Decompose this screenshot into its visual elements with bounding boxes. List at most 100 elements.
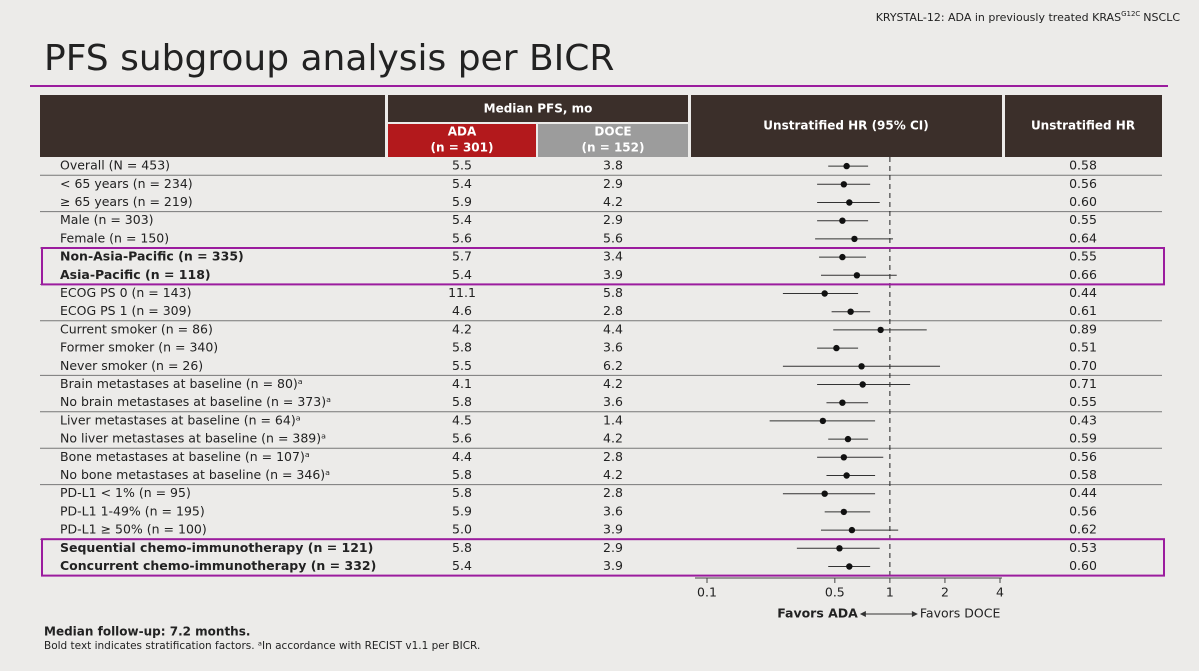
hr-point (858, 363, 865, 370)
hr-label: 0.58 (1069, 158, 1097, 173)
doce-median: 2.9 (603, 540, 623, 555)
row-label: No brain metastases at baseline (n = 373… (60, 394, 331, 409)
header-doce-cell (538, 124, 688, 157)
ada-median: 5.8 (452, 394, 472, 409)
hr-point (847, 308, 854, 315)
row-label: Current smoker (n = 86) (60, 321, 213, 336)
hr-point (846, 199, 853, 206)
ada-median: 5.9 (452, 503, 472, 518)
row-label: Never smoker (n = 26) (60, 358, 203, 373)
ada-median: 5.6 (452, 431, 472, 446)
favors-arrowhead-left (859, 611, 866, 617)
x-tick-label: 0.5 (825, 585, 845, 600)
row-label: Overall (N = 453) (60, 158, 170, 173)
row-label: Brain metastases at baseline (n = 80)ᵃ (60, 376, 303, 391)
hr-label: 0.55 (1069, 212, 1097, 227)
footnote: Median follow-up: 7.2 months. (44, 625, 250, 639)
doce-median: 2.9 (603, 176, 623, 191)
ada-median: 5.4 (452, 558, 472, 573)
hr-label: 0.60 (1069, 558, 1097, 573)
row-label: No liver metastases at baseline (n = 389… (60, 431, 326, 446)
ada-median: 5.0 (452, 522, 472, 537)
hr-point (853, 272, 861, 279)
doce-median: 4.2 (603, 431, 623, 446)
doce-median: 3.6 (603, 503, 623, 518)
doce-median: 4.4 (603, 321, 623, 336)
doce-median: 5.8 (603, 285, 623, 300)
ada-median: 5.7 (452, 249, 472, 264)
hr-point (844, 435, 852, 443)
doce-median: 2.9 (603, 212, 623, 227)
header-doce: DOCE (594, 125, 631, 139)
row-label: ECOG PS 0 (n = 143) (60, 285, 191, 300)
hr-point (840, 508, 848, 516)
hr-label: 0.64 (1069, 230, 1097, 245)
row-label: Liver metastases at baseline (n = 64)ᵃ (60, 412, 301, 427)
hr-point (839, 399, 846, 406)
hr-point (851, 235, 858, 243)
hr-label: 0.56 (1069, 503, 1097, 518)
hr-label: 0.53 (1069, 540, 1097, 555)
header-plot-cell (691, 95, 1002, 157)
hr-point (859, 381, 866, 388)
header-hr: Unstratified HR (1031, 119, 1135, 133)
hr-point (836, 545, 843, 552)
x-tick-label: 4 (996, 585, 1004, 600)
row-label: PD-L1 < 1% (n = 95) (60, 485, 191, 500)
hr-label: 0.60 (1069, 194, 1097, 209)
ada-median: 5.8 (452, 485, 472, 500)
row-label: < 65 years (n = 234) (60, 176, 193, 191)
hr-label: 0.56 (1069, 449, 1097, 464)
header-suffix: NSCLC (1143, 11, 1180, 24)
hr-label: 0.44 (1069, 285, 1097, 300)
header-sup: G12C (1121, 10, 1140, 18)
header-hr-cell (1005, 95, 1162, 157)
ada-median: 5.9 (452, 194, 472, 209)
hr-label: 0.62 (1069, 522, 1097, 537)
row-label: Non-Asia-Pacific (n = 335) (60, 249, 244, 264)
highlight-box (41, 247, 1165, 286)
row-label: ≥ 65 years (n = 219) (60, 194, 193, 209)
hr-point (821, 290, 828, 297)
row-label: PD-L1 ≥ 50% (n = 100) (60, 522, 207, 537)
header-median-cell (388, 95, 688, 122)
hr-label: 0.89 (1069, 321, 1097, 336)
row-label: Female (n = 150) (60, 230, 169, 245)
hr-label: 0.70 (1069, 358, 1097, 373)
hr-label: 0.61 (1069, 303, 1097, 318)
ada-median: 5.8 (452, 467, 472, 482)
ada-median: 4.6 (452, 303, 472, 318)
hr-point (848, 526, 856, 534)
doce-median: 2.8 (603, 449, 623, 464)
hr-point (821, 490, 828, 497)
ada-median: 4.1 (452, 376, 472, 391)
doce-median: 6.2 (603, 358, 623, 373)
doce-median: 3.9 (603, 558, 623, 573)
favors-arrowhead-right (911, 611, 918, 617)
highlight-box (41, 538, 1165, 577)
hr-point (819, 417, 827, 425)
slide-header: KRYSTAL-12: ADA in previously treated KR… (876, 10, 1181, 24)
header-text: KRYSTAL-12: ADA in previously treated KR… (876, 11, 1121, 24)
ada-median: 4.2 (452, 321, 472, 336)
doce-median: 3.9 (603, 522, 623, 537)
header-median: Median PFS, mo (484, 102, 593, 116)
hr-point (833, 344, 840, 352)
hr-point (877, 326, 884, 334)
hr-label: 0.43 (1069, 412, 1097, 427)
hr-label: 0.44 (1069, 485, 1097, 500)
hr-label: 0.59 (1069, 431, 1097, 446)
doce-median: 1.4 (603, 412, 623, 427)
x-tick-label: 0.1 (697, 585, 717, 600)
doce-median: 4.2 (603, 467, 623, 482)
header-ada: ADA (448, 125, 477, 139)
doce-median: 3.8 (603, 158, 623, 173)
doce-median: 4.2 (603, 194, 623, 209)
row-label: Concurrent chemo-immunotherapy (n = 332) (60, 558, 376, 573)
ada-median: 5.8 (452, 340, 472, 355)
row-label: Male (n = 303) (60, 212, 154, 227)
row-label: Bone metastases at baseline (n = 107)ᵃ (60, 449, 310, 464)
hr-point (843, 472, 850, 479)
hr-label: 0.56 (1069, 176, 1097, 191)
